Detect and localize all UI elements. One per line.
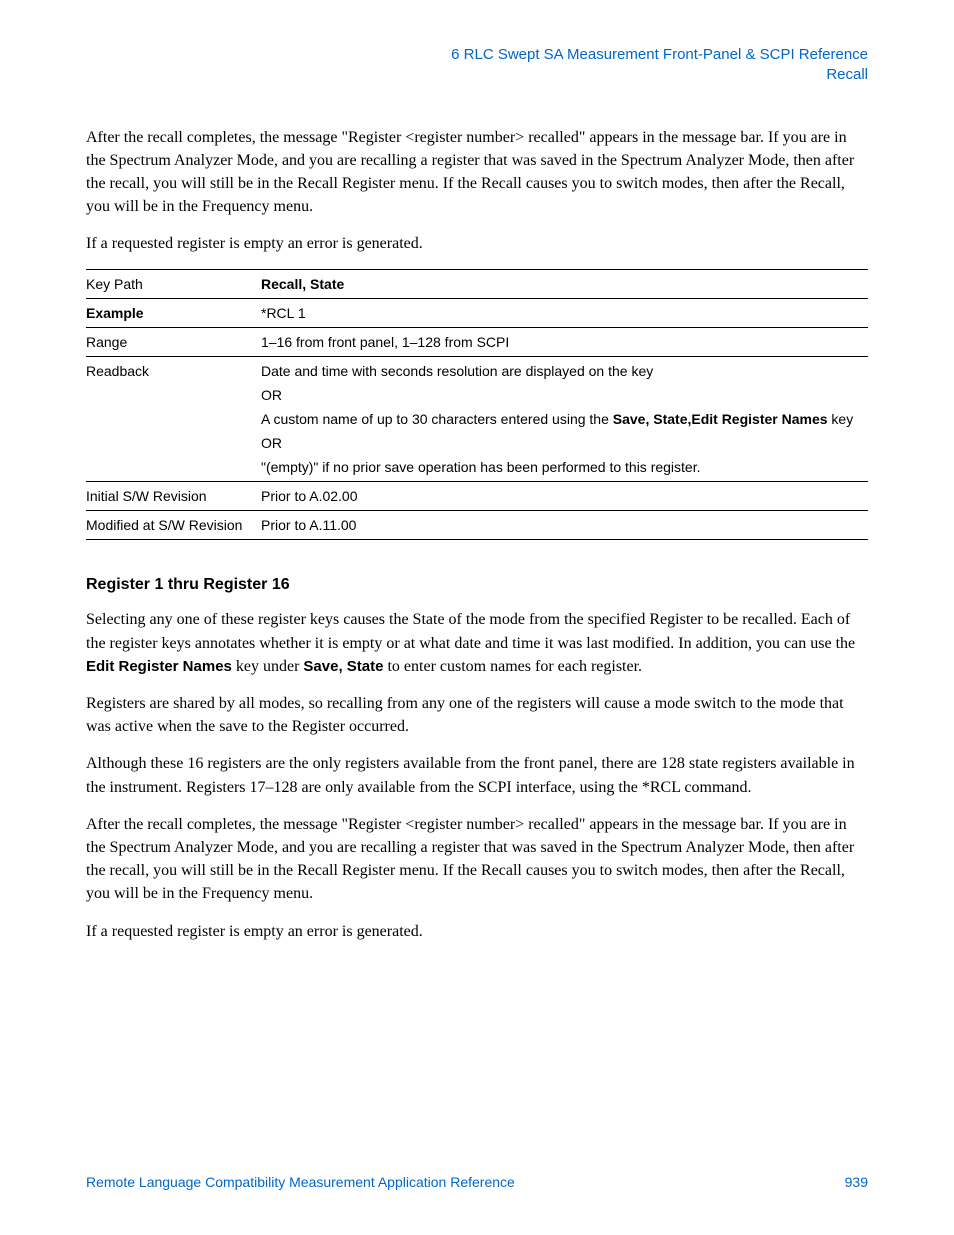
footer-page-number: 939 [845,1174,868,1190]
header-line-1: 6 RLC Swept SA Measurement Front-Panel &… [86,45,868,65]
sp1-bold1: Edit Register Names [86,658,232,675]
readback-line-3: "(empty)" if no prior save operation has… [261,459,868,475]
header-line-2: Recall [86,65,868,85]
section-paragraph-3: Although these 16 registers are the only… [86,752,868,798]
readback-line-2-post: key [828,411,854,427]
intro-paragraph-2: If a requested register is empty an erro… [86,232,868,255]
footer-left: Remote Language Compatibility Measuremen… [86,1174,515,1190]
readback-or-2: OR [261,435,868,451]
readback-line-2: A custom name of up to 30 characters ent… [261,411,868,427]
section-paragraph-5: If a requested register is empty an erro… [86,920,868,943]
cell-initial-rev-label: Initial S/W Revision [86,482,261,511]
table-row: Modified at S/W Revision Prior to A.11.0… [86,511,868,540]
reference-table: Key Path Recall, State Example *RCL 1 Ra… [86,269,868,540]
cell-initial-rev-value: Prior to A.02.00 [261,482,868,511]
page: 6 RLC Swept SA Measurement Front-Panel &… [0,0,954,1235]
page-header: 6 RLC Swept SA Measurement Front-Panel &… [86,45,868,86]
readback-or-1: OR [261,387,868,403]
sp1-b: key under [232,658,304,675]
table-row: Key Path Recall, State [86,270,868,299]
section-paragraph-4: After the recall completes, the message … [86,813,868,906]
cell-modified-rev-value: Prior to A.11.00 [261,511,868,540]
cell-range-label: Range [86,328,261,357]
sp1-a: Selecting any one of these register keys… [86,611,855,651]
cell-example-label: Example [86,299,261,328]
cell-range-value: 1–16 from front panel, 1–128 from SCPI [261,328,868,357]
readback-line-2-bold: Save, State,Edit Register Names [613,411,828,427]
cell-readback-label: Readback [86,357,261,482]
readback-line-1: Date and time with seconds resolution ar… [261,363,868,379]
page-footer: Remote Language Compatibility Measuremen… [86,1174,868,1190]
readback-line-2-pre: A custom name of up to 30 characters ent… [261,411,613,427]
table-row: Readback Date and time with seconds reso… [86,357,868,482]
table-row: Range 1–16 from front panel, 1–128 from … [86,328,868,357]
sp1-c: to enter custom names for each register. [383,658,642,675]
cell-example-value: *RCL 1 [261,299,868,328]
cell-key-path-value: Recall, State [261,270,868,299]
section-paragraph-2: Registers are shared by all modes, so re… [86,692,868,738]
intro-paragraph-1: After the recall completes, the message … [86,126,868,219]
table-row: Initial S/W Revision Prior to A.02.00 [86,482,868,511]
section-paragraph-1: Selecting any one of these register keys… [86,608,868,678]
cell-modified-rev-label: Modified at S/W Revision [86,511,261,540]
section-title: Register 1 thru Register 16 [86,576,868,594]
cell-key-path-label: Key Path [86,270,261,299]
sp1-bold2: Save, State [303,658,383,675]
table-row: Example *RCL 1 [86,299,868,328]
cell-readback-value: Date and time with seconds resolution ar… [261,357,868,482]
